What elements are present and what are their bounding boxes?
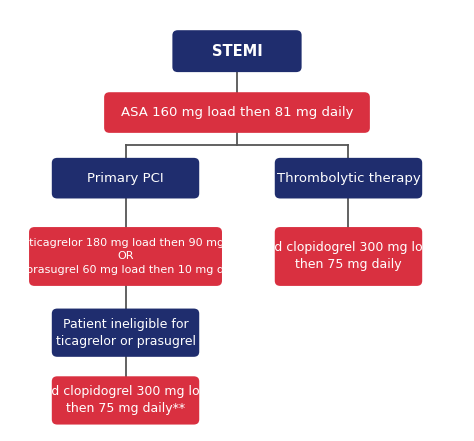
Text: Thrombolytic therapy: Thrombolytic therapy [277,172,420,185]
FancyBboxPatch shape [104,92,370,133]
FancyBboxPatch shape [275,158,422,198]
Text: Add clopidogrel 300 mg load
then 75 mg daily: Add clopidogrel 300 mg load then 75 mg d… [258,242,438,272]
FancyBboxPatch shape [173,30,301,72]
FancyBboxPatch shape [52,309,199,357]
Text: Primary PCI: Primary PCI [87,172,164,185]
Text: ASA 160 mg load then 81 mg daily: ASA 160 mg load then 81 mg daily [121,106,353,119]
Text: Add ticagrelor 180 mg load then 90 mg BID
OR
Add prasugrel 60 mg load then 10 mg: Add ticagrelor 180 mg load then 90 mg BI… [1,238,250,275]
FancyBboxPatch shape [275,227,422,286]
Text: STEMI: STEMI [211,44,263,59]
FancyBboxPatch shape [52,376,199,425]
FancyBboxPatch shape [29,227,222,286]
Text: Add clopidogrel 300 mg load
then 75 mg daily**: Add clopidogrel 300 mg load then 75 mg d… [36,385,216,415]
FancyBboxPatch shape [52,158,199,198]
Text: Patient ineligible for
ticagrelor or prasugrel: Patient ineligible for ticagrelor or pra… [55,318,195,348]
